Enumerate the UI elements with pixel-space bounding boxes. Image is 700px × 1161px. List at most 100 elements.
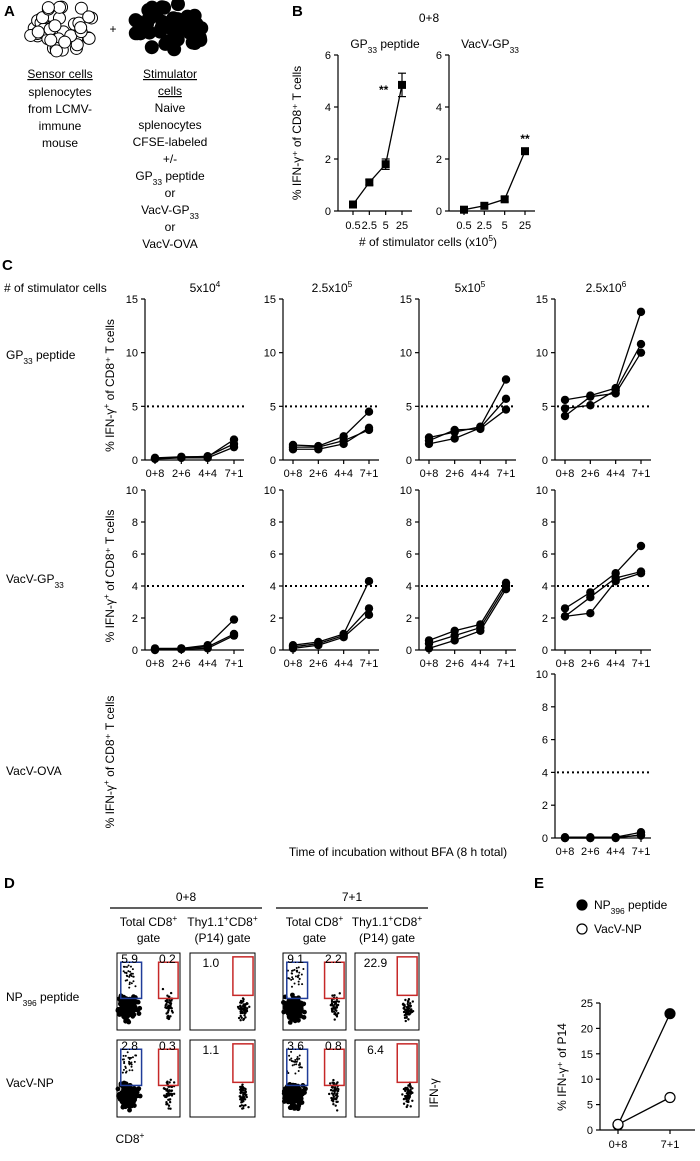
event-dot bbox=[166, 1007, 170, 1010]
x-tick-label: 4+4 bbox=[471, 468, 490, 480]
subplot: 0 2 4 6 8 10 0+8 2+6 4+4 7+1 bbox=[400, 485, 516, 670]
event-dot bbox=[132, 980, 135, 983]
flow-row-label: NP396 peptide bbox=[6, 990, 80, 1008]
gate-p14 bbox=[396, 956, 418, 997]
data-point bbox=[339, 633, 348, 642]
event-dot bbox=[244, 1016, 247, 1019]
flow-plot: 22.9 bbox=[354, 952, 420, 1031]
replicate-line bbox=[292, 607, 370, 648]
event-dot bbox=[238, 1104, 242, 1108]
x-tick-label: 7+1 bbox=[661, 1139, 680, 1151]
x-tick-label: 0+8 bbox=[609, 1139, 628, 1151]
x-tick-label: 2.5 bbox=[477, 220, 492, 232]
event-dot bbox=[332, 1000, 336, 1004]
x-tick-label: 7+1 bbox=[632, 468, 651, 480]
gate-p14 bbox=[323, 961, 345, 1000]
y-tick-label: 0 bbox=[132, 455, 138, 467]
event-dot bbox=[298, 1054, 301, 1057]
event-dot bbox=[289, 1088, 295, 1094]
event-dot bbox=[403, 1094, 407, 1098]
event-dot bbox=[122, 970, 125, 973]
series-line bbox=[463, 150, 526, 211]
event-dot bbox=[129, 1062, 132, 1065]
event-dot bbox=[296, 1055, 299, 1058]
x-tick-label: 0+8 bbox=[146, 468, 165, 480]
flow-row-label: VacV-NP bbox=[6, 1076, 54, 1090]
y-tick-label: 4 bbox=[542, 581, 548, 593]
panel-c-ylabel: % IFN-γ+ of CD8⁺ T cells bbox=[101, 319, 117, 452]
event-dot bbox=[137, 1093, 143, 1099]
gate-frequency: 0.2 bbox=[159, 952, 176, 966]
gate-p14 bbox=[323, 1048, 345, 1087]
event-dot bbox=[405, 1097, 409, 1101]
x-tick-label: 0.5 bbox=[345, 220, 360, 232]
column-header: 5x105 bbox=[455, 279, 486, 295]
event-dot bbox=[123, 971, 126, 974]
event-dot bbox=[164, 1004, 167, 1007]
y-tick-label: 10 bbox=[581, 1074, 593, 1086]
data-point bbox=[314, 442, 323, 452]
event-dot bbox=[296, 1057, 299, 1060]
event-dot bbox=[334, 1097, 338, 1101]
event-dot bbox=[290, 1003, 296, 1009]
data-point bbox=[150, 454, 160, 463]
event-dot bbox=[281, 1000, 286, 1005]
event-dot bbox=[411, 1099, 414, 1102]
x-tick-label: 0+8 bbox=[420, 658, 439, 670]
data-point bbox=[424, 644, 434, 653]
panel-c: # of stimulator cells 5x104 2.5x105 5x105 2.… bbox=[4, 279, 651, 859]
event-dot bbox=[131, 1069, 134, 1072]
data-point bbox=[636, 348, 646, 357]
event-dot bbox=[335, 1015, 339, 1018]
x-tick-label: 7+1 bbox=[360, 468, 379, 480]
event-dot bbox=[116, 1094, 122, 1100]
event-dot bbox=[124, 1071, 127, 1074]
replicate-line bbox=[428, 582, 507, 642]
data-point bbox=[460, 205, 468, 214]
stimulator-vacv-ova: VacV-OVA bbox=[142, 237, 198, 251]
event-dot bbox=[166, 1088, 169, 1091]
event-dot bbox=[125, 965, 128, 968]
event-dot bbox=[298, 977, 301, 980]
event-dot bbox=[409, 1086, 412, 1089]
data-point bbox=[501, 375, 511, 384]
replicate-line bbox=[564, 572, 642, 618]
data-point bbox=[586, 833, 595, 843]
event-dot bbox=[241, 1086, 245, 1089]
event-dot bbox=[242, 1104, 245, 1108]
panel-letter-a: A bbox=[4, 3, 15, 20]
y-tick-label: 0 bbox=[325, 206, 331, 218]
gate-cd8 bbox=[286, 1048, 309, 1087]
legend-marker bbox=[576, 923, 588, 935]
y-tick-label: 2 bbox=[270, 613, 276, 625]
event-dot bbox=[335, 1004, 339, 1007]
replicate-line bbox=[428, 588, 507, 650]
data-point bbox=[611, 577, 620, 586]
event-dot bbox=[336, 1089, 339, 1093]
x-tick-label: 7+1 bbox=[632, 658, 651, 670]
row-label: VacV-OVA bbox=[6, 764, 62, 778]
event-dot bbox=[290, 1050, 293, 1053]
event-dot bbox=[243, 1014, 246, 1017]
data-point bbox=[424, 436, 434, 445]
event-dot bbox=[330, 999, 334, 1003]
event-dot bbox=[406, 1094, 410, 1097]
event-dot bbox=[333, 1018, 336, 1021]
event-dot bbox=[127, 970, 130, 973]
panel-letter-b: B bbox=[292, 3, 303, 20]
event-dot bbox=[130, 1063, 133, 1066]
event-dot bbox=[239, 1091, 242, 1095]
x-tick-label: 0+8 bbox=[556, 658, 575, 670]
y-tick-label: 10 bbox=[400, 348, 412, 360]
plus-sign: + bbox=[109, 22, 116, 36]
data-point bbox=[364, 604, 374, 613]
event-dot bbox=[121, 1103, 127, 1109]
data-point bbox=[664, 1091, 676, 1104]
x-tick-label: 25 bbox=[519, 220, 531, 232]
replicate-line bbox=[428, 398, 507, 445]
event-dot bbox=[162, 1087, 166, 1090]
data-point bbox=[611, 389, 620, 398]
data-point bbox=[636, 307, 646, 317]
event-dot bbox=[169, 999, 172, 1003]
event-dot bbox=[132, 975, 135, 978]
